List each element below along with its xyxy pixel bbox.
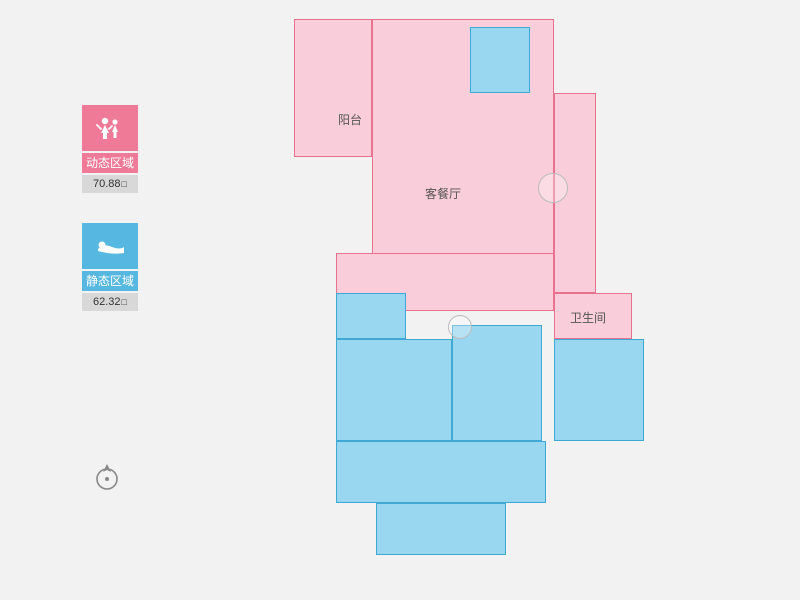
legend-static-label: 静态区域 bbox=[82, 271, 138, 291]
door-arc bbox=[538, 173, 568, 203]
room-次卧 bbox=[452, 325, 542, 441]
room-block10 bbox=[336, 441, 546, 503]
legend-static: 静态区域 62.32 bbox=[75, 223, 145, 311]
room-卫生间 bbox=[336, 293, 406, 339]
legend-dynamic-label: 动态区域 bbox=[82, 153, 138, 173]
room-阳台 bbox=[376, 503, 506, 555]
legend-static-value: 62.32 bbox=[82, 293, 138, 311]
room-label: 阳台 bbox=[338, 111, 362, 128]
legend-dynamic: 动态区域 70.88 bbox=[75, 105, 145, 193]
room-阳台 bbox=[294, 19, 372, 157]
floorplan: 阳台客餐厅书房卫生间卫生间主卧次卧次卧阳台 bbox=[290, 15, 720, 585]
legend-dynamic-value: 70.88 bbox=[82, 175, 138, 193]
room-书房 bbox=[470, 27, 530, 93]
legend-panel: 动态区域 70.88 静态区域 62.32 bbox=[75, 105, 145, 341]
room-label: 客餐厅 bbox=[425, 185, 461, 202]
room-次卧 bbox=[554, 339, 644, 441]
sleep-icon bbox=[82, 223, 138, 269]
room-label: 卫生间 bbox=[570, 309, 606, 326]
people-icon bbox=[82, 105, 138, 151]
room-主卧 bbox=[336, 339, 452, 441]
door-arc bbox=[448, 315, 472, 339]
compass-icon bbox=[92, 462, 122, 497]
